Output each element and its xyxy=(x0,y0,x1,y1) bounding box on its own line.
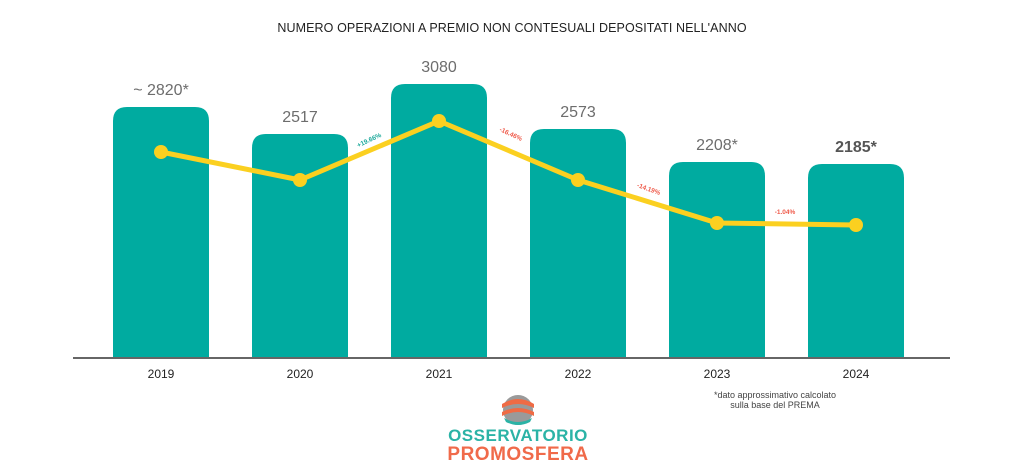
bar-2023 xyxy=(669,162,765,358)
x-axis-labels: 2019 2020 2021 2022 2023 2024 xyxy=(148,367,870,381)
globe-icon xyxy=(502,395,534,425)
footnote-line1: *dato approssimativo calcolato xyxy=(713,390,837,400)
bar-2020 xyxy=(252,134,348,358)
value-label: 3080 xyxy=(421,59,457,76)
value-label: 2573 xyxy=(560,104,596,121)
trend-point xyxy=(293,173,307,187)
logo-text-osservatorio: OSSERVATORIO xyxy=(448,426,588,445)
bars-group xyxy=(113,84,904,358)
logo-text-promosfera: PROMOSFERA xyxy=(447,444,589,465)
bar-2021 xyxy=(391,84,487,358)
trend-point xyxy=(571,173,585,187)
trend-point xyxy=(432,114,446,128)
bar-2024 xyxy=(808,164,904,358)
trend-line xyxy=(154,114,863,232)
bar-2019 xyxy=(113,107,209,358)
trend-point xyxy=(710,216,724,230)
value-label: 2185* xyxy=(835,139,878,156)
footnote: *dato approssimativo calcolato sulla bas… xyxy=(700,390,850,410)
logo: OSSERVATORIO PROMOSFERA xyxy=(438,392,598,467)
x-tick-label: 2020 xyxy=(287,367,314,381)
x-tick-label: 2024 xyxy=(843,367,870,381)
x-tick-label: 2022 xyxy=(565,367,592,381)
trend-point xyxy=(849,218,863,232)
pct-change-label: -14.19% xyxy=(636,182,661,197)
pct-change-label: -16.46% xyxy=(498,126,523,143)
chart-title: NUMERO OPERAZIONI A PREMIO NON CONTESUAL… xyxy=(277,21,747,35)
value-labels: ~ 2820* 2517 3080 2573 2208* 2185* xyxy=(133,59,877,156)
trend-polyline xyxy=(160,118,857,228)
footnote-line2: sulla base del PREMA xyxy=(730,400,820,410)
value-label: 2208* xyxy=(696,137,738,154)
x-tick-label: 2019 xyxy=(148,367,175,381)
x-tick-label: 2023 xyxy=(704,367,731,381)
x-tick-label: 2021 xyxy=(426,367,453,381)
value-label: 2517 xyxy=(282,109,318,126)
value-label: ~ 2820* xyxy=(133,82,189,99)
trend-point xyxy=(154,145,168,159)
pct-change-label: -1.04% xyxy=(775,209,796,216)
